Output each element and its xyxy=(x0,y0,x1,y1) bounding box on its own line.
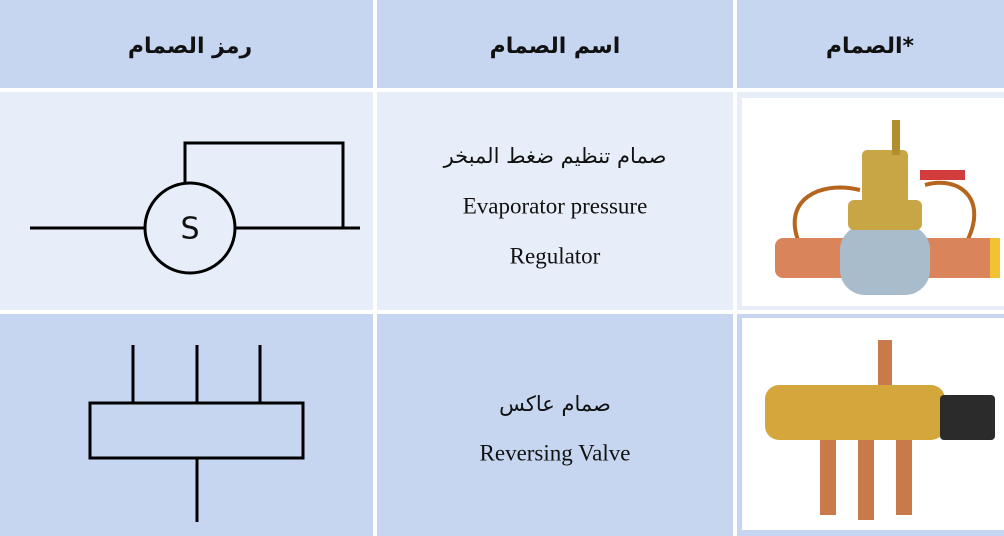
valve-name-ar: صمام تنظيم ضغط المبخر xyxy=(443,144,667,169)
valve-name-ar: صمام عاكس xyxy=(499,392,611,416)
valve-name-en: Evaporator pressure xyxy=(463,193,648,218)
epr-photo xyxy=(775,120,1000,295)
header-cell: اسم الصمام xyxy=(490,34,621,59)
header-cell: رمز الصمام xyxy=(128,34,252,59)
valve-name-en: Regulator xyxy=(510,243,601,268)
header-row xyxy=(0,0,1004,90)
valve-name-en: Reversing Valve xyxy=(480,440,631,465)
header-cell: الصمام* xyxy=(826,34,915,59)
reversing-symbol xyxy=(88,345,305,522)
epr-symbol xyxy=(30,141,360,275)
symbol-letter: S xyxy=(180,212,199,247)
reversing-photo xyxy=(765,340,995,520)
